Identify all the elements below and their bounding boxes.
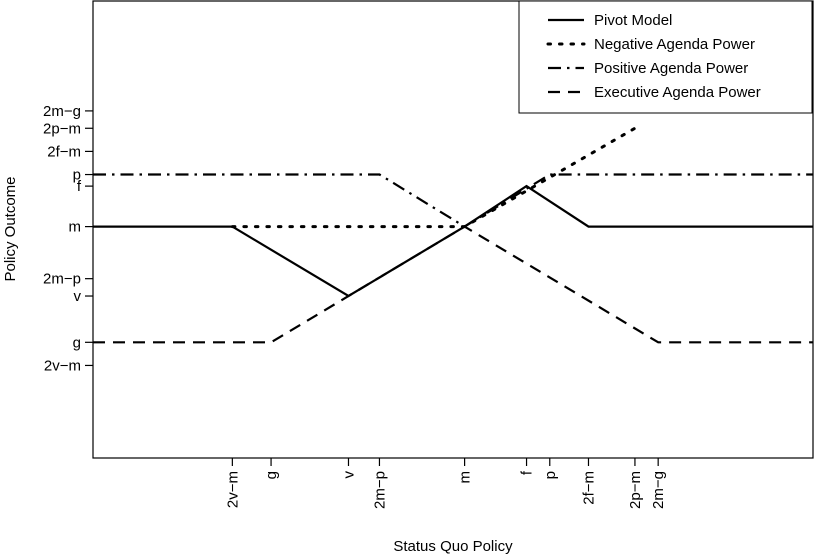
legend-items: Pivot Model Negative Agenda Power Positive… (546, 12, 761, 101)
x-axis: 2v−m g v 2m−p m f p 2f−m 2p−m 2m−g (224, 458, 667, 509)
series-line-3 (93, 225, 813, 344)
y-tick-label: 2f−m (47, 143, 81, 160)
x-tick-label: g (263, 471, 280, 479)
plot-frame (92, 0, 814, 459)
legend-label-3: Executive Agenda Power (594, 84, 761, 101)
legend-label-0: Pivot Model (594, 12, 672, 29)
y-tick-label: f (77, 178, 82, 195)
x-tick-label: p (542, 471, 559, 479)
x-tick-label: 2f−m (581, 471, 598, 505)
y-tick-label: 2m−g (43, 103, 81, 120)
y-tick-label: g (73, 334, 81, 351)
y-axis-label: Policy Outcome (2, 176, 19, 281)
y-tick-label: v (74, 288, 82, 305)
series-layer (93, 126, 813, 344)
x-tick-label: 2v−m (224, 471, 241, 508)
legend-label-1: Negative Agenda Power (594, 36, 755, 53)
series-line-1 (230, 126, 637, 229)
legend-label-2: Positive Agenda Power (594, 60, 748, 77)
series-line-0 (93, 184, 813, 298)
y-tick-label: m (69, 219, 82, 236)
x-tick-label: m (457, 471, 474, 484)
y-tick-label: p (73, 167, 81, 184)
legend: Pivot Model Negative Agenda Power Positive… (518, 0, 813, 114)
x-tick-label: 2p−m (627, 471, 644, 509)
y-axis: 2m−g2p−m 2f−m pf m 2m−pv g 2v−m (43, 103, 93, 374)
x-tick-label: 2m−p (372, 471, 389, 509)
x-tick-label: v (341, 471, 358, 479)
x-tick-label: f (519, 470, 536, 475)
x-axis-label: Status Quo Policy (393, 538, 513, 554)
series-line-2 (93, 173, 813, 228)
y-tick-label: 2v−m (44, 357, 81, 374)
y-tick-label: 2p−m (43, 120, 81, 137)
y-tick-label: 2m−p (43, 271, 81, 288)
x-tick-label: 2m−g (650, 471, 667, 509)
